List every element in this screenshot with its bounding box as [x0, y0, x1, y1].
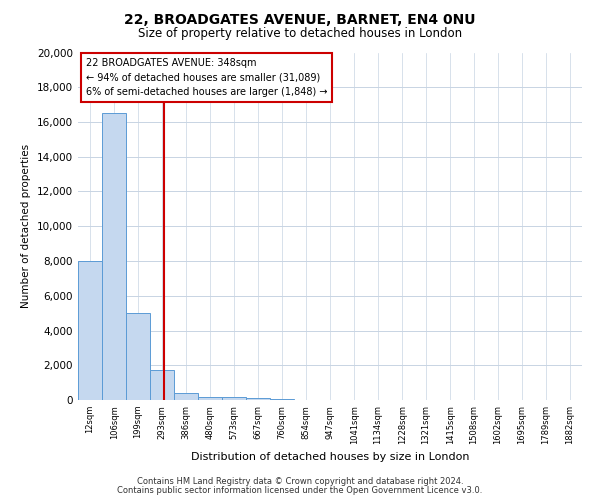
- Text: Contains public sector information licensed under the Open Government Licence v3: Contains public sector information licen…: [118, 486, 482, 495]
- Text: Size of property relative to detached houses in London: Size of property relative to detached ho…: [138, 28, 462, 40]
- Bar: [126, 313, 150, 400]
- Bar: [102, 114, 126, 400]
- Bar: [270, 399, 294, 400]
- Text: 22 BROADGATES AVENUE: 348sqm
← 94% of detached houses are smaller (31,089)
6% of: 22 BROADGATES AVENUE: 348sqm ← 94% of de…: [86, 58, 327, 98]
- Text: 22, BROADGATES AVENUE, BARNET, EN4 0NU: 22, BROADGATES AVENUE, BARNET, EN4 0NU: [124, 12, 476, 26]
- Y-axis label: Number of detached properties: Number of detached properties: [22, 144, 31, 308]
- Bar: [198, 396, 222, 400]
- Bar: [78, 261, 102, 400]
- Bar: [174, 393, 198, 400]
- Bar: [150, 370, 174, 400]
- Bar: [246, 398, 270, 400]
- X-axis label: Distribution of detached houses by size in London: Distribution of detached houses by size …: [191, 452, 469, 462]
- Bar: [222, 398, 246, 400]
- Text: Contains HM Land Registry data © Crown copyright and database right 2024.: Contains HM Land Registry data © Crown c…: [137, 477, 463, 486]
